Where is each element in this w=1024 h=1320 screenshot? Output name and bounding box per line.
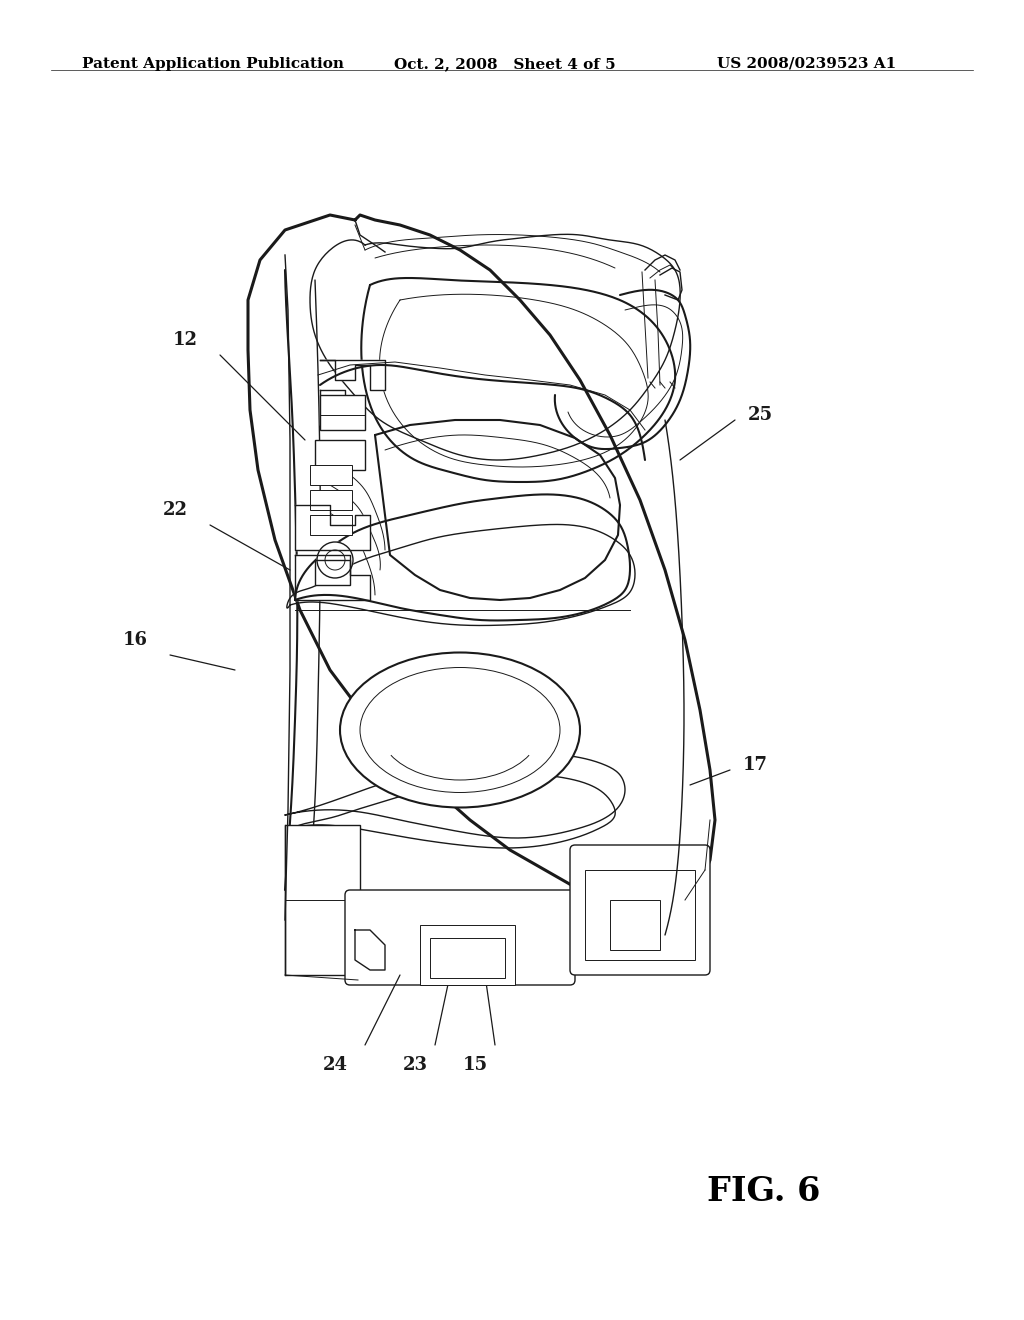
Text: 12: 12: [172, 331, 198, 348]
Polygon shape: [295, 506, 370, 550]
Ellipse shape: [340, 652, 580, 808]
Polygon shape: [319, 360, 385, 389]
Bar: [430, 939, 505, 978]
Bar: [315, 440, 365, 470]
Text: 16: 16: [123, 631, 147, 649]
Bar: [420, 925, 515, 985]
Bar: [310, 490, 352, 510]
FancyBboxPatch shape: [345, 890, 575, 985]
Text: US 2008/0239523 A1: US 2008/0239523 A1: [717, 57, 896, 71]
Text: 17: 17: [742, 756, 768, 774]
Bar: [585, 870, 695, 960]
Text: 15: 15: [463, 1056, 487, 1074]
Bar: [610, 900, 660, 950]
Text: 24: 24: [323, 1056, 347, 1074]
Bar: [310, 465, 352, 484]
Bar: [315, 560, 350, 585]
Text: FIG. 6: FIG. 6: [707, 1175, 820, 1208]
Circle shape: [317, 543, 353, 578]
Text: Oct. 2, 2008   Sheet 4 of 5: Oct. 2, 2008 Sheet 4 of 5: [394, 57, 615, 71]
Text: 25: 25: [748, 407, 772, 424]
Text: 22: 22: [163, 502, 187, 519]
Bar: [319, 395, 365, 430]
Polygon shape: [355, 931, 385, 970]
Polygon shape: [319, 389, 360, 425]
Text: Patent Application Publication: Patent Application Publication: [82, 57, 344, 71]
Text: 23: 23: [402, 1056, 427, 1074]
FancyBboxPatch shape: [570, 845, 710, 975]
Bar: [285, 825, 360, 975]
Polygon shape: [295, 554, 370, 601]
Bar: [310, 515, 352, 535]
